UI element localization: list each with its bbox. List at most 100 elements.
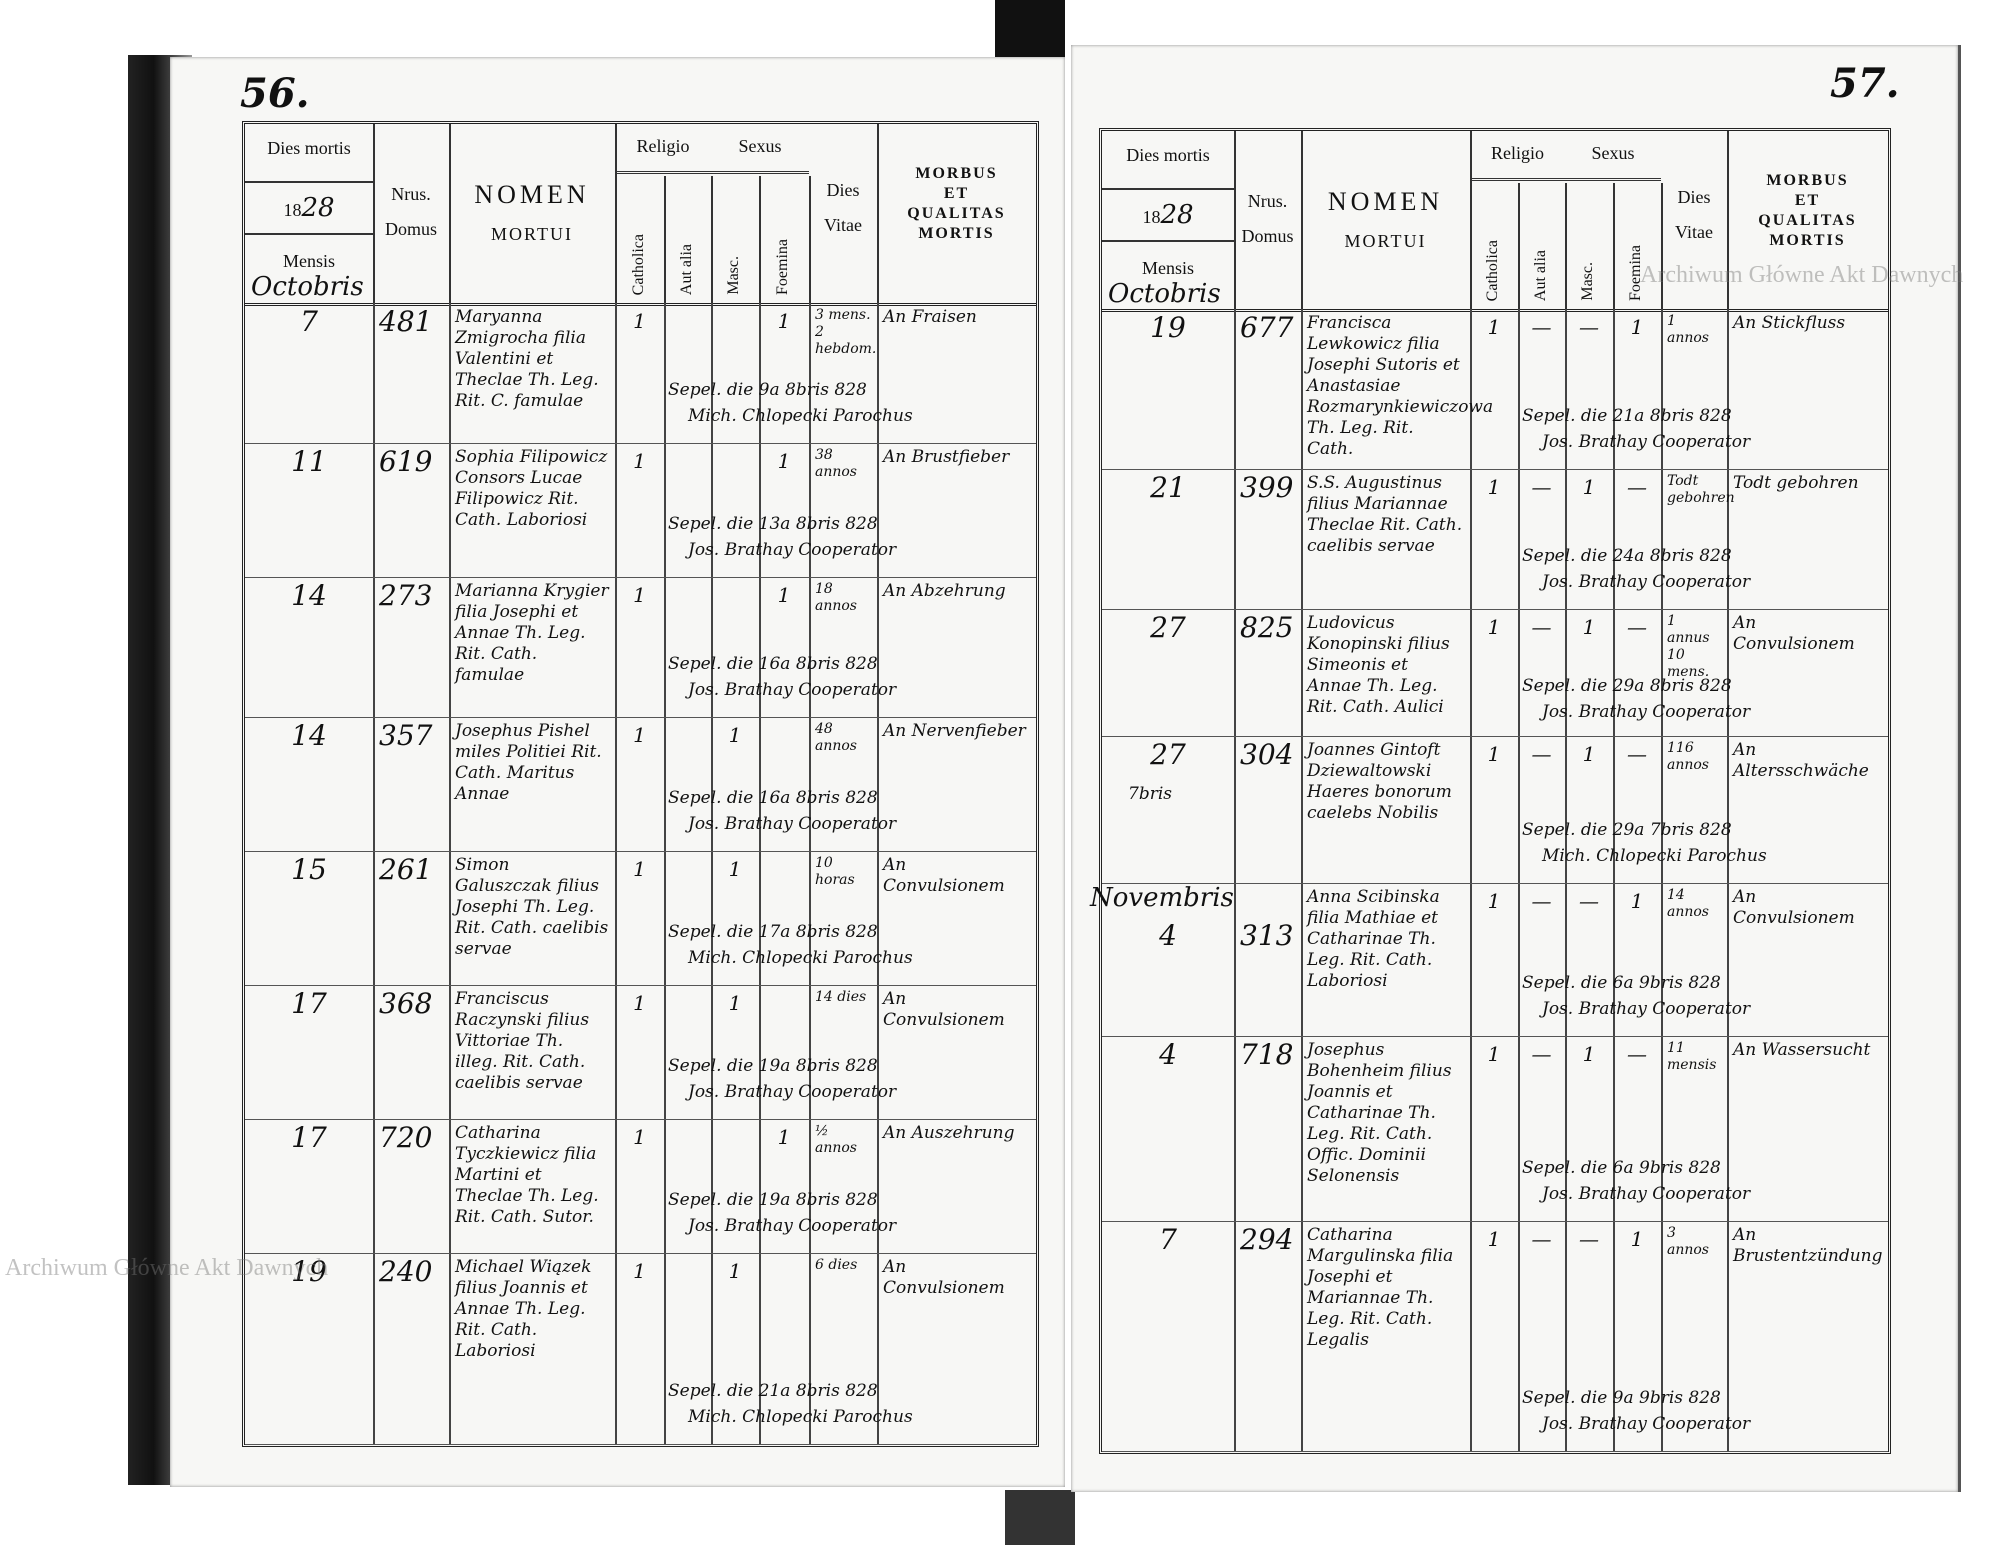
mark-masc: 1 <box>1582 615 1596 639</box>
mark-masc: 1 <box>1582 1042 1596 1066</box>
header-label: Domus <box>1241 226 1294 246</box>
header-year: 1828 <box>1102 188 1234 242</box>
burial-line: Sepel. die 21a 8bris 828 <box>1522 406 1732 426</box>
cause-of-death: An Fraisen <box>883 307 977 327</box>
cause-of-death: An Convulsionem <box>883 989 1005 1030</box>
house-number: 368 <box>379 987 433 1020</box>
header-label: QUALITAS <box>1758 212 1857 229</box>
header-label: MORTUI <box>491 224 573 244</box>
house-number: 261 <box>379 853 433 886</box>
deceased-name: Maryanna Zmigrocha filia Valentini et Th… <box>455 307 599 411</box>
mark-catholica: 1 <box>633 991 646 1015</box>
page-number: 57. <box>1830 60 1900 107</box>
table-row: 7 481 Maryanna Zmigrocha filia Valentini e… <box>245 303 1036 444</box>
house-number: 718 <box>1240 1038 1294 1071</box>
header-morbus-label: MORBUS ET QUALITAS MORTIS <box>877 164 1036 244</box>
table-row: 4 313 Novembris Anna Scibinska filia Mathia… <box>1090 883 1888 1037</box>
death-day: 14 <box>291 719 327 752</box>
column-rule <box>1727 309 1729 1451</box>
deceased-name: S.S. Augustinus filius Mariannae Theclae… <box>1307 473 1463 556</box>
table-row: 27 825 Ludovicus Konopinski filius Simeoni… <box>1102 609 1888 737</box>
deceased-name: Francisca Lewkowicz filia Josephi Sutori… <box>1307 313 1494 459</box>
death-day: 19 <box>291 1255 327 1288</box>
mark-masc: 1 <box>1582 742 1596 766</box>
burial-line: Jos. Brathay Cooperator <box>1542 432 1751 452</box>
mark-catholica: 1 <box>1487 889 1501 913</box>
death-day: 19 <box>1150 311 1186 344</box>
mark-foemina <box>759 855 809 863</box>
column-rule <box>449 303 451 1444</box>
mark-aut-alia <box>664 855 711 863</box>
mark-masc <box>711 1123 759 1131</box>
burial-line: Jos. Brathay Cooperator <box>688 1216 897 1236</box>
column-rule <box>809 303 811 1444</box>
house-number: 825 <box>1240 611 1294 644</box>
mark-foemina <box>759 721 809 729</box>
mark-aut-alia: — <box>1531 315 1552 339</box>
burial-line: Sepel. die 24a 8bris 828 <box>1522 546 1732 566</box>
age-at-death: 116 annos <box>1667 740 1709 773</box>
column-rule <box>1301 309 1303 1451</box>
age-at-death: 38 annos <box>815 447 857 480</box>
header-label: Vitae <box>1675 222 1713 242</box>
column-rule <box>664 303 666 1444</box>
year-prefix: 18 <box>1142 207 1161 227</box>
year-prefix: 18 <box>283 200 302 220</box>
burial-line: Sepel. die 29a 8bris 828 <box>1522 676 1732 696</box>
header-sexus: Sexus Masc. Foemina <box>1565 131 1663 309</box>
mark-foemina <box>759 1257 809 1265</box>
deceased-name: Anna Scibinska filia Mathiae et Catharin… <box>1307 887 1440 991</box>
burial-line: Mich. Chlopecki Parochus <box>1542 846 1767 866</box>
header-sexus: Sexus Masc. Foemina <box>711 124 811 303</box>
mark-catholica: 1 <box>633 857 646 881</box>
header-aut_alia: Aut alia <box>664 176 713 303</box>
mark-catholica: 1 <box>633 583 646 607</box>
page-right <box>1071 45 1961 1492</box>
burial-note: Sepel. die 21a 8bris 828 Jos. Brathay Coo… <box>1522 403 1750 455</box>
mark-masc <box>711 447 759 455</box>
house-number: 357 <box>379 719 433 752</box>
house-number: 294 <box>1240 1223 1294 1256</box>
header-label: NOMEN <box>474 180 590 209</box>
death-day: 4 <box>1159 1038 1177 1071</box>
burial-line: Sepel. die 6a 9bris 828 <box>1522 973 1721 993</box>
header-masc: Masc. <box>1565 183 1615 309</box>
table-row: 17 368 Franciscus Raczynski filius Vittori… <box>245 985 1036 1120</box>
age-at-death: Todt gebohren <box>1667 473 1735 506</box>
cause-of-death: An Nervenfieber <box>883 721 1026 741</box>
age-at-death: 1 annos <box>1667 313 1709 346</box>
burial-note: Sepel. die 13a 8bris 828 Jos. Brathay Coo… <box>668 511 896 563</box>
header-month: Octobris <box>1108 279 1221 309</box>
burial-line: Mich. Chlopecki Parochus <box>688 1407 913 1427</box>
header-foemina: Foemina <box>759 176 811 303</box>
mark-catholica: 1 <box>633 1259 646 1283</box>
mark-catholica: 1 <box>1487 615 1501 639</box>
burial-line: Jos. Brathay Cooperator <box>1542 999 1751 1019</box>
header-label: NOMEN <box>1327 187 1444 216</box>
mark-catholica: 1 <box>633 449 646 473</box>
header-nrus-domus: Nrus. Domus <box>373 124 451 303</box>
house-number: 240 <box>379 1255 433 1288</box>
mark-catholica: 1 <box>633 1125 646 1149</box>
death-day: 11 <box>291 445 327 478</box>
table-row: 19 240 Michael Wiązek filius Joannis et An… <box>245 1253 1036 1445</box>
header-month: Octobris <box>251 272 364 302</box>
header-label: Sexus <box>1565 143 1661 181</box>
table-row: 14 357 Josephus Pishel miles Politiei Rit.… <box>245 717 1036 852</box>
table-row: 11 619 Sophia Filipowicz Consors Lucae Fil… <box>245 443 1036 578</box>
burial-line: Sepel. die 19a 8bris 828 <box>668 1190 878 1210</box>
header-morbus: MORBUS ET QUALITAS MORTIS <box>1727 131 1888 309</box>
header-label: Aut alia <box>677 243 695 295</box>
table-row: 15 261 Simon Galuszczak filius Josephi Th.… <box>245 851 1036 986</box>
burial-line: Sepel. die 16a 8bris 828 <box>668 654 878 674</box>
death-day: 17 <box>291 987 327 1020</box>
age-at-death: ½ annos <box>815 1123 857 1156</box>
age-at-death: 3 mens. 2 hebdom. <box>815 307 877 357</box>
header-masc: Masc. <box>711 176 761 303</box>
header-label: MORBUS <box>915 165 998 182</box>
header-label: Masc. <box>725 256 742 295</box>
header-nomen-mortui: NOMEN MORTUI <box>1301 131 1472 309</box>
age-at-death: 3 annos <box>1667 1225 1709 1258</box>
mark-aut-alia <box>664 1257 711 1265</box>
death-day: 15 <box>291 853 327 886</box>
